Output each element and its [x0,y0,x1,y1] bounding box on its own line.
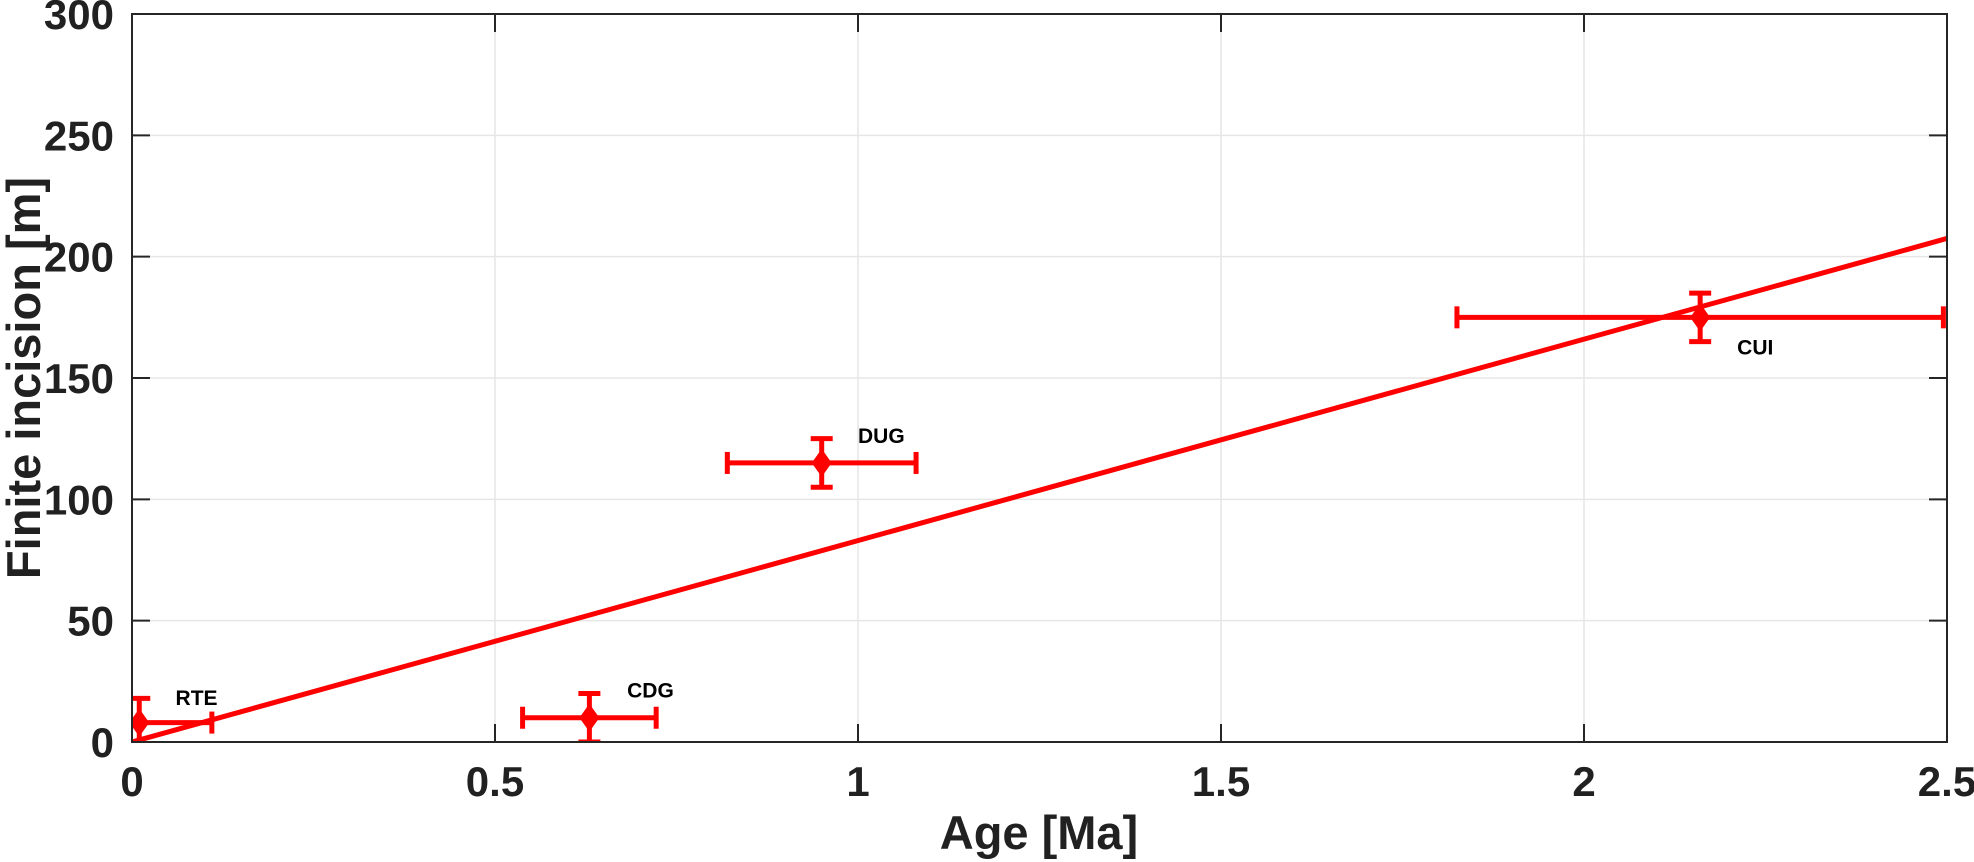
axes-layer [131,13,1948,743]
annotation-layer: RTE CDG DUG CUI [176,336,1774,710]
data-point-dug [811,448,832,477]
tick-label-layer: 0 0.5 1 1.5 2 2.5 0 50 100 150 200 250 300 [44,0,1974,805]
point-label-cui: CUI [1737,336,1773,359]
data-layer [132,236,1947,742]
y-tick-label: 0 [91,719,114,766]
y-tick-label: 250 [44,112,114,159]
y-tick-label: 200 [44,234,114,281]
y-axis-label: Finite incision [m] [0,177,50,579]
x-tick-label: 2.5 [1918,758,1974,805]
y-tick-label: 150 [44,355,114,402]
x-tick-label: 1 [846,758,869,805]
x-tick-label: 0 [120,758,143,805]
y-tick-label: 50 [67,598,114,645]
x-tick-label: 0.5 [466,758,524,805]
trend-line [132,236,1947,742]
point-label-cdg: CDG [627,680,674,703]
data-point-cui [1690,303,1711,332]
data-point-rte [132,708,150,737]
grid-layer [132,14,1947,742]
x-tick-label: 2 [1572,758,1595,805]
y-tick-label: 300 [44,0,114,38]
point-label-dug: DUG [858,425,905,448]
data-point-cdg [579,703,600,732]
x-tick-label: 1.5 [1192,758,1250,805]
point-label-rte: RTE [176,687,218,710]
x-axis-label: Age [Ma] [940,806,1138,859]
y-tick-label: 100 [44,476,114,523]
